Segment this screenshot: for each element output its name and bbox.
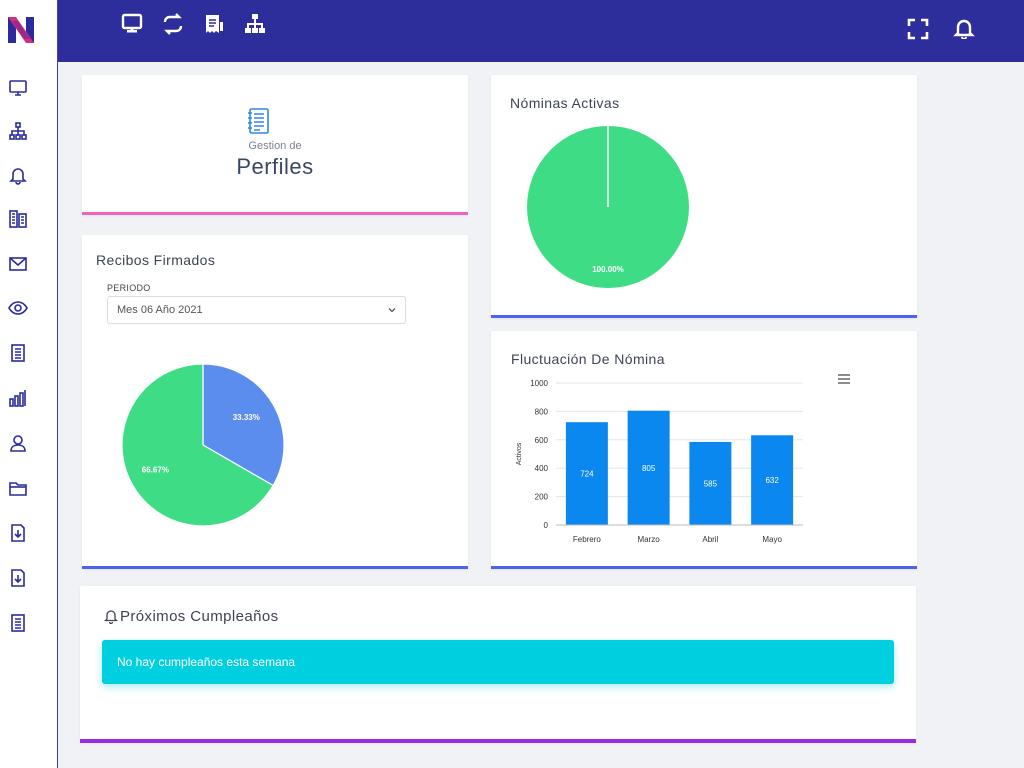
card-accent-bar xyxy=(82,566,468,569)
refresh-icon[interactable] xyxy=(161,12,185,36)
fluctuacion-bar-chart: 0 200 400 600 800 1000 Activos 724 Febrero 805 Mar… xyxy=(516,379,803,544)
sitemap-icon[interactable] xyxy=(243,12,267,36)
pie-slice-label: 100.00% xyxy=(592,265,624,274)
no-birthdays-alert: No hay cumpleaños esta semana xyxy=(102,640,894,684)
eye-icon[interactable] xyxy=(7,297,29,319)
bar-value-label: 805 xyxy=(642,464,656,473)
card-accent-bar xyxy=(491,315,917,318)
perfiles-subtitle: Gestion de xyxy=(248,140,302,152)
hamburger-menu-icon[interactable] xyxy=(837,373,851,385)
periodo-select[interactable]: Mes 06 Año 2021 xyxy=(107,296,406,324)
bell-icon[interactable] xyxy=(952,16,976,40)
sidebar xyxy=(0,0,58,768)
bar-value-label: 632 xyxy=(765,476,779,485)
card-accent-bar xyxy=(82,212,468,215)
perfiles-card[interactable]: Gestion de Perfiles xyxy=(82,75,468,215)
x-tick-label: Mayo xyxy=(762,535,782,544)
nominas-pie-chart: 100.00% xyxy=(527,126,689,288)
fluctuacion-title: Fluctuación De Nómina xyxy=(511,351,665,367)
card-accent-bar xyxy=(80,739,916,743)
monitor-icon[interactable] xyxy=(120,12,144,36)
receipt-icon[interactable] xyxy=(202,12,226,36)
building-icon[interactable] xyxy=(7,208,29,230)
nominas-title: Nóminas Activas xyxy=(510,95,620,111)
perfiles-title: Perfiles xyxy=(236,154,314,179)
y-tick-label: 600 xyxy=(535,436,549,445)
file-download-icon[interactable] xyxy=(7,567,29,589)
nominas-card: Nóminas Activas 100.00% xyxy=(491,75,917,318)
x-tick-label: Febrero xyxy=(573,535,602,544)
periodo-label: PERIODO xyxy=(107,283,151,293)
x-tick-label: Abril xyxy=(702,535,718,544)
y-tick-label: 400 xyxy=(535,464,549,473)
monitor-icon[interactable] xyxy=(7,77,29,99)
pie-slice xyxy=(121,363,274,527)
chevron-down-icon xyxy=(388,308,396,313)
bar[interactable] xyxy=(751,435,794,525)
periodo-value: Mes 06 Año 2021 xyxy=(117,304,203,316)
document-icon[interactable] xyxy=(7,612,29,634)
bar[interactable] xyxy=(565,422,608,525)
y-tick-label: 1000 xyxy=(530,379,548,388)
y-tick-label: 800 xyxy=(535,407,549,416)
fluctuacion-card: Fluctuación De Nómina 0 200 400 600 800 1000 A… xyxy=(491,331,917,569)
card-accent-bar xyxy=(491,566,917,569)
pie-slice-label: 66.67% xyxy=(142,466,169,475)
y-tick-label: 200 xyxy=(535,493,549,502)
folder-icon[interactable] xyxy=(7,477,29,499)
y-axis-label: Activos xyxy=(516,442,523,465)
sitemap-icon[interactable] xyxy=(7,120,29,142)
bell-icon[interactable] xyxy=(7,164,29,186)
x-tick-label: Marzo xyxy=(638,535,661,544)
topbar xyxy=(58,0,1024,62)
bar-chart-icon[interactable] xyxy=(7,387,29,409)
bar[interactable] xyxy=(627,410,670,525)
app-logo[interactable] xyxy=(8,17,34,43)
recibos-pie-chart: 33.33% 66.67% xyxy=(121,363,285,527)
document-icon[interactable] xyxy=(7,342,29,364)
pie-slice xyxy=(202,363,285,487)
bell-icon xyxy=(104,610,118,624)
cumpleanos-title: Próximos Cumpleaños xyxy=(120,608,279,625)
notebook-icon xyxy=(248,108,269,134)
recibos-title: Recibos Firmados xyxy=(96,252,216,268)
envelope-icon[interactable] xyxy=(7,253,29,275)
bar-value-label: 724 xyxy=(580,470,594,479)
pie-slice-label: 33.33% xyxy=(233,413,260,422)
fullscreen-icon[interactable] xyxy=(906,17,930,41)
recibos-card: Recibos Firmados PERIODO Mes 06 Año 2021… xyxy=(82,235,468,569)
user-icon[interactable] xyxy=(7,432,29,454)
file-download-icon[interactable] xyxy=(7,522,29,544)
cumpleanos-card: Próximos Cumpleaños No hay cumpleaños es… xyxy=(80,586,916,743)
bar-value-label: 585 xyxy=(704,479,718,488)
bar[interactable] xyxy=(689,441,732,525)
y-tick-label: 0 xyxy=(544,521,549,530)
